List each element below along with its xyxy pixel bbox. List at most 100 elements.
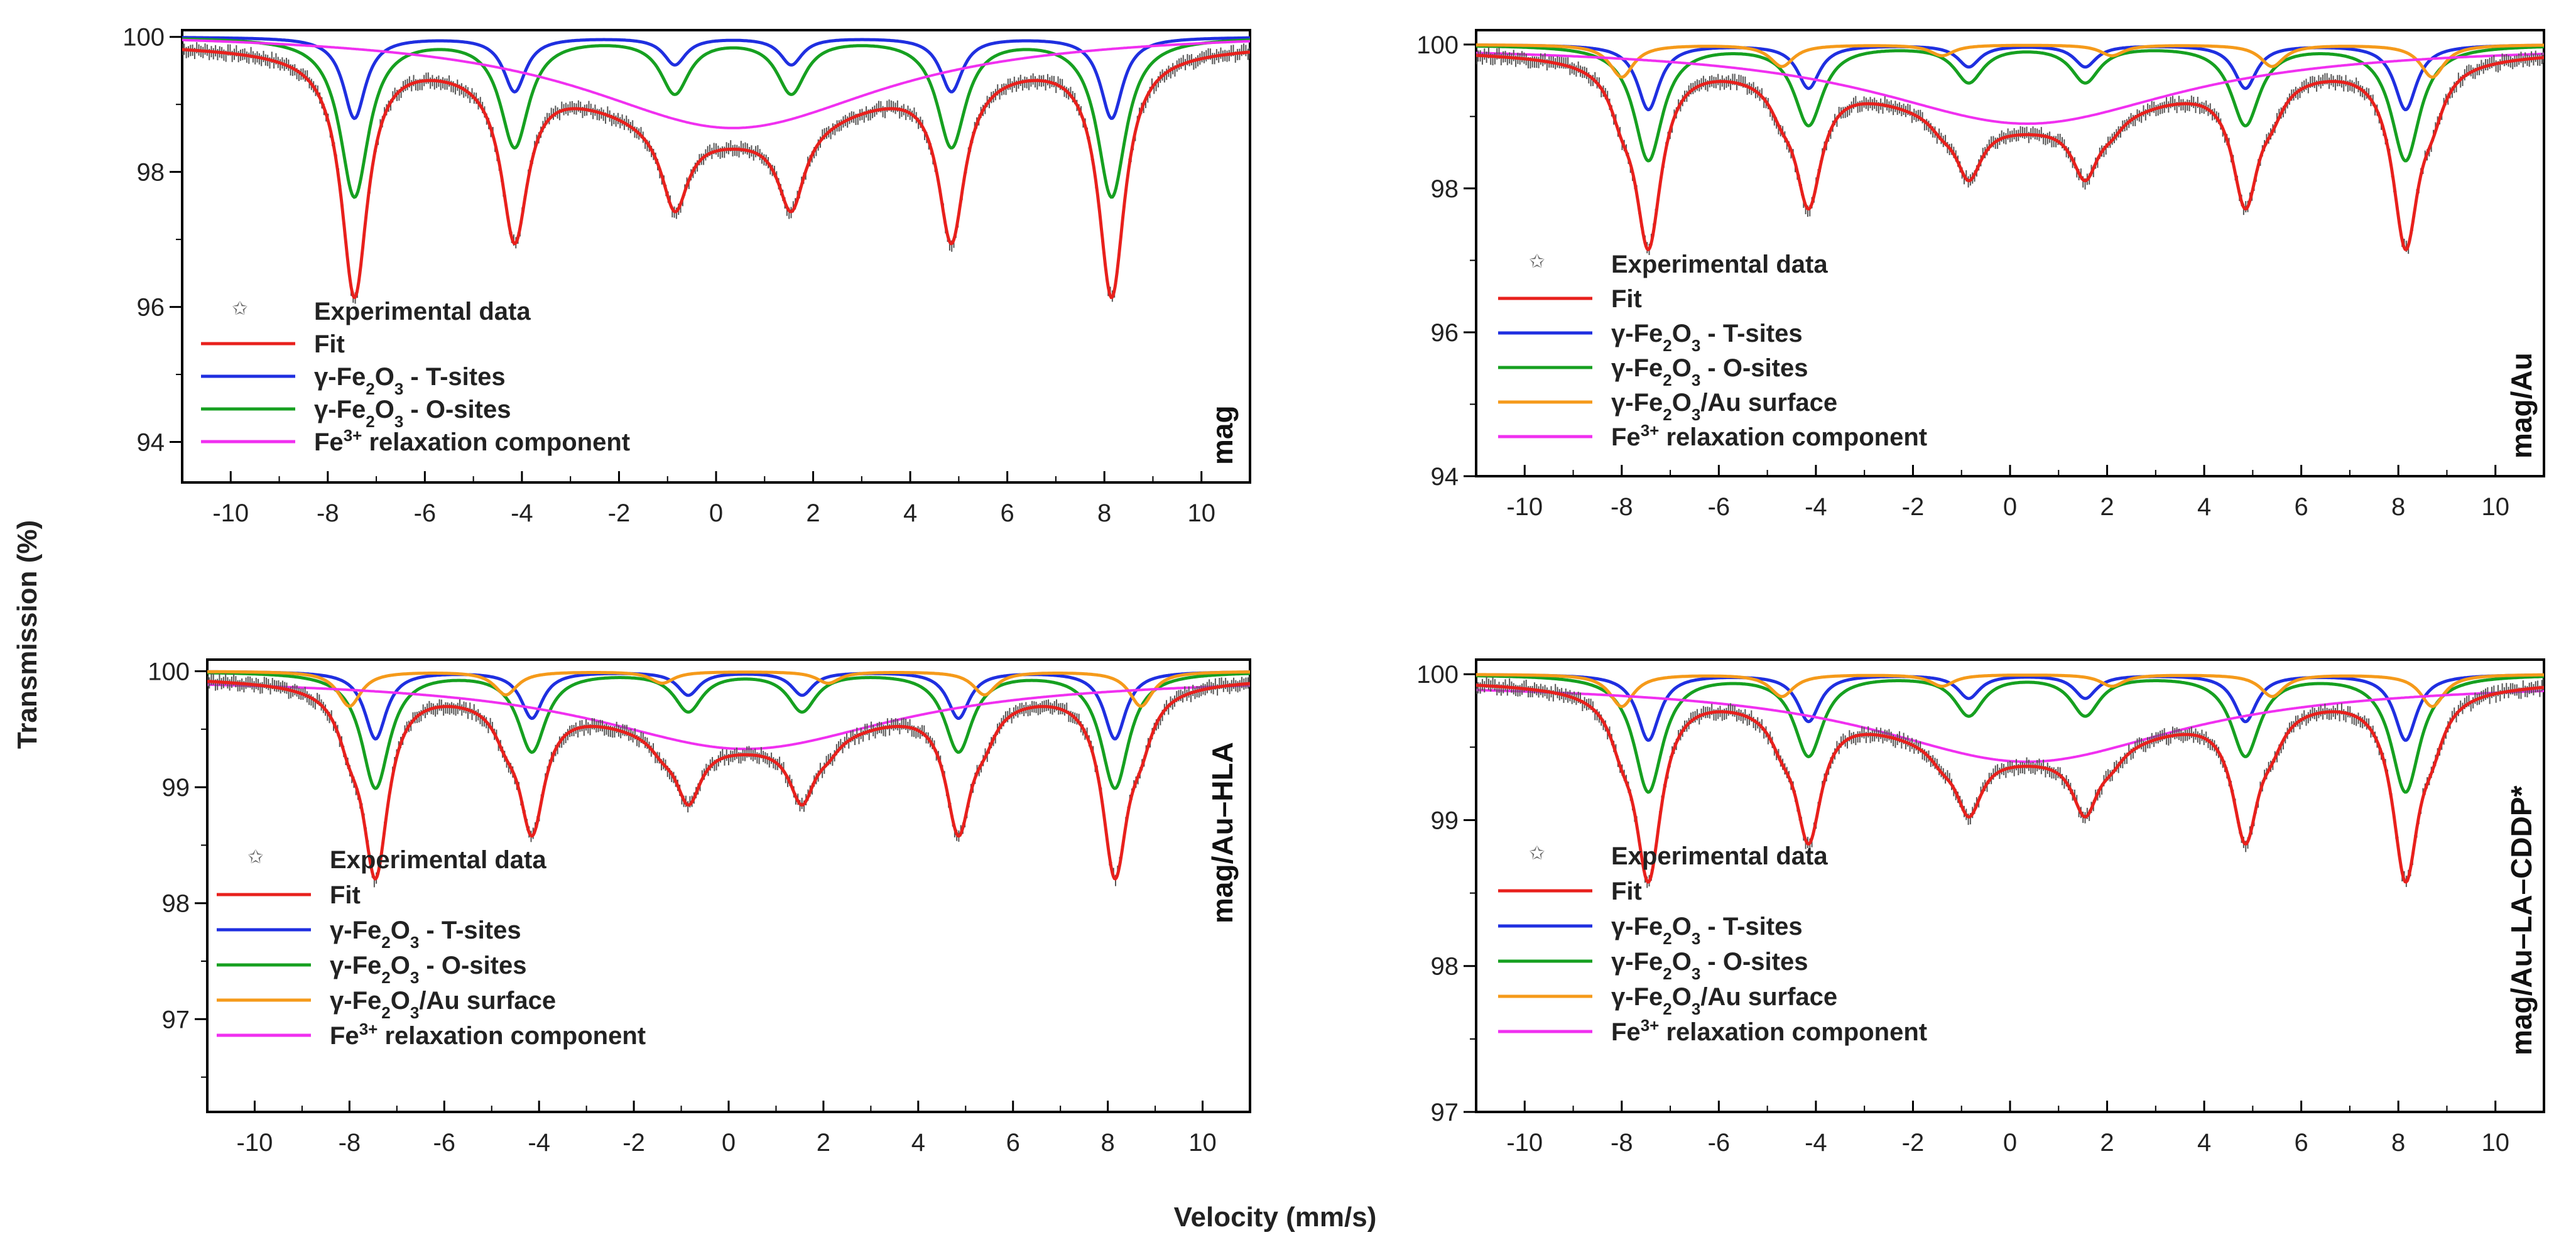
y-tick-label: 94 [137, 429, 165, 457]
series-t [1476, 43, 2544, 112]
x-tick-label: -6 [433, 1129, 455, 1157]
panel-label: mag/Au–LA–CDDP* [2505, 785, 2538, 1055]
legend-fit: Fit [1611, 878, 1642, 905]
series-t [1476, 673, 2544, 743]
x-tick-label: -8 [317, 499, 339, 527]
x-tick-label: -2 [608, 499, 631, 527]
legend-marker-experimental: ✩ [232, 298, 247, 320]
series-t [182, 36, 1250, 121]
x-tick-label: -8 [339, 1129, 361, 1157]
y-tick-label: 100 [1416, 661, 1459, 689]
series-fit [207, 680, 1250, 881]
x-tick-label: -10 [212, 499, 249, 527]
x-tick-label: 2 [817, 1129, 830, 1157]
legend-t-sites: γ-Fe2O3 - T-sites [314, 363, 506, 398]
x-axis-title: Velocity (mm/s) [1174, 1202, 1377, 1233]
legend-relaxation: Fe3+ relaxation component [1611, 1016, 1927, 1046]
series-o [207, 671, 1250, 790]
series-fit [1476, 53, 2544, 252]
x-tick-label: 8 [1101, 1129, 1115, 1157]
x-tick-label: 6 [1006, 1129, 1020, 1157]
panel-4: -10 -8 -6 -4 -2 0 2 4 6 8 10 97 98 99 100 ✩ Experimental… [1416, 658, 2545, 1157]
legend-t-sites: γ-Fe2O3 - T-sites [1611, 913, 1803, 948]
legend-marker-experimental: ✩ [1529, 251, 1545, 273]
x-tick-label: 0 [2003, 1129, 2017, 1157]
x-tick-label: -4 [1805, 1129, 1827, 1157]
y-tick-label: 100 [148, 658, 190, 685]
x-tick-label: -8 [1611, 493, 1633, 521]
x-tick-label: -10 [237, 1129, 273, 1157]
legend-surface: γ-Fe2O3/Au surface [1611, 983, 1837, 1018]
legend-surface: γ-Fe2O3/Au surface [330, 987, 556, 1022]
x-tick-label: 10 [2481, 493, 2509, 521]
panel-label: mag [1206, 405, 1239, 465]
y-tick-label: 96 [1431, 319, 1459, 347]
series-fit [182, 48, 1250, 300]
y-axis-title: Transmission (%) [12, 520, 43, 749]
legend-relaxation: Fe3+ relaxation component [314, 426, 630, 456]
x-tick-label: 8 [1097, 499, 1111, 527]
x-tick-label: 6 [2295, 493, 2308, 521]
x-tick-label: 10 [1187, 499, 1215, 527]
legend-fit: Fit [330, 881, 361, 909]
legend-o-sites: γ-Fe2O3 - O-sites [330, 952, 526, 987]
x-tick-label: 0 [709, 499, 723, 527]
x-tick-label: -4 [511, 499, 533, 527]
x-tick-label: -10 [1506, 1129, 1543, 1157]
series-r [182, 38, 1250, 129]
x-tick-label: -10 [1506, 493, 1543, 521]
y-tick-label: 99 [1431, 807, 1459, 834]
x-tick-label: 2 [2100, 1129, 2114, 1157]
x-tick-label: 4 [2197, 493, 2211, 521]
legend-t-sites: γ-Fe2O3 - T-sites [330, 917, 521, 952]
series-s [207, 670, 1250, 708]
y-tick-label: 97 [1431, 1099, 1459, 1126]
x-tick-label: 4 [903, 499, 917, 527]
legend-marker-experimental: ✩ [247, 846, 263, 868]
y-tick-label: 98 [1431, 175, 1459, 203]
series-r [207, 683, 1250, 751]
x-tick-label: -4 [1805, 493, 1827, 521]
y-tick-label: 100 [1416, 31, 1459, 59]
y-tick-label: 97 [162, 1006, 190, 1033]
x-tick-label: 2 [2100, 493, 2114, 521]
x-tick-label: -8 [1611, 1129, 1633, 1157]
legend-surface: γ-Fe2O3/Au surface [1611, 389, 1837, 424]
x-tick-label: 8 [2391, 493, 2405, 521]
x-tick-label: 6 [1001, 499, 1014, 527]
x-tick-label: 6 [2295, 1129, 2308, 1157]
x-tick-label: -6 [414, 499, 437, 527]
y-tick-label: 98 [137, 159, 165, 187]
series-t [207, 670, 1250, 741]
series-o [182, 37, 1250, 199]
x-tick-label: 0 [722, 1129, 736, 1157]
x-tick-label: 4 [911, 1129, 925, 1157]
x-tick-label: -2 [622, 1129, 645, 1157]
legend-experimental: Experimental data [1611, 842, 1828, 870]
y-tick-label: 99 [162, 774, 190, 802]
y-tick-label: 94 [1431, 463, 1459, 491]
legend-t-sites: γ-Fe2O3 - T-sites [1611, 320, 1803, 355]
panel-2: -10 -8 -6 -4 -2 0 2 4 6 8 10 94 96 98 100 ✩ Experimental… [1416, 29, 2545, 521]
legend-experimental: Experimental data [1611, 251, 1828, 278]
y-tick-label: 96 [137, 294, 165, 322]
y-tick-label: 98 [162, 890, 190, 918]
panel-label: mag/Au–HLA [1206, 742, 1239, 923]
y-tick-label: 98 [1431, 953, 1459, 981]
series-s [1476, 43, 2544, 79]
legend-fit: Fit [314, 330, 345, 358]
series-o [1476, 674, 2544, 794]
panel-label: mag/Au [2505, 352, 2538, 459]
legend-marker-experimental: ✩ [1529, 842, 1545, 864]
legend-o-sites: γ-Fe2O3 - O-sites [1611, 354, 1808, 389]
legend-o-sites: γ-Fe2O3 - O-sites [314, 396, 511, 431]
panel-1: -10 -8 -6 -4 -2 0 2 4 6 8 10 94 96 98 100 ✩ Experimental… [122, 24, 1251, 527]
x-tick-label: -2 [1902, 1129, 1925, 1157]
series-r [1476, 52, 2544, 125]
legend-fit: Fit [1611, 285, 1642, 313]
x-tick-label: 4 [2197, 1129, 2211, 1157]
x-tick-label: 0 [2003, 493, 2017, 521]
legend-experimental: Experimental data [314, 298, 531, 325]
legend-relaxation: Fe3+ relaxation component [330, 1020, 646, 1050]
